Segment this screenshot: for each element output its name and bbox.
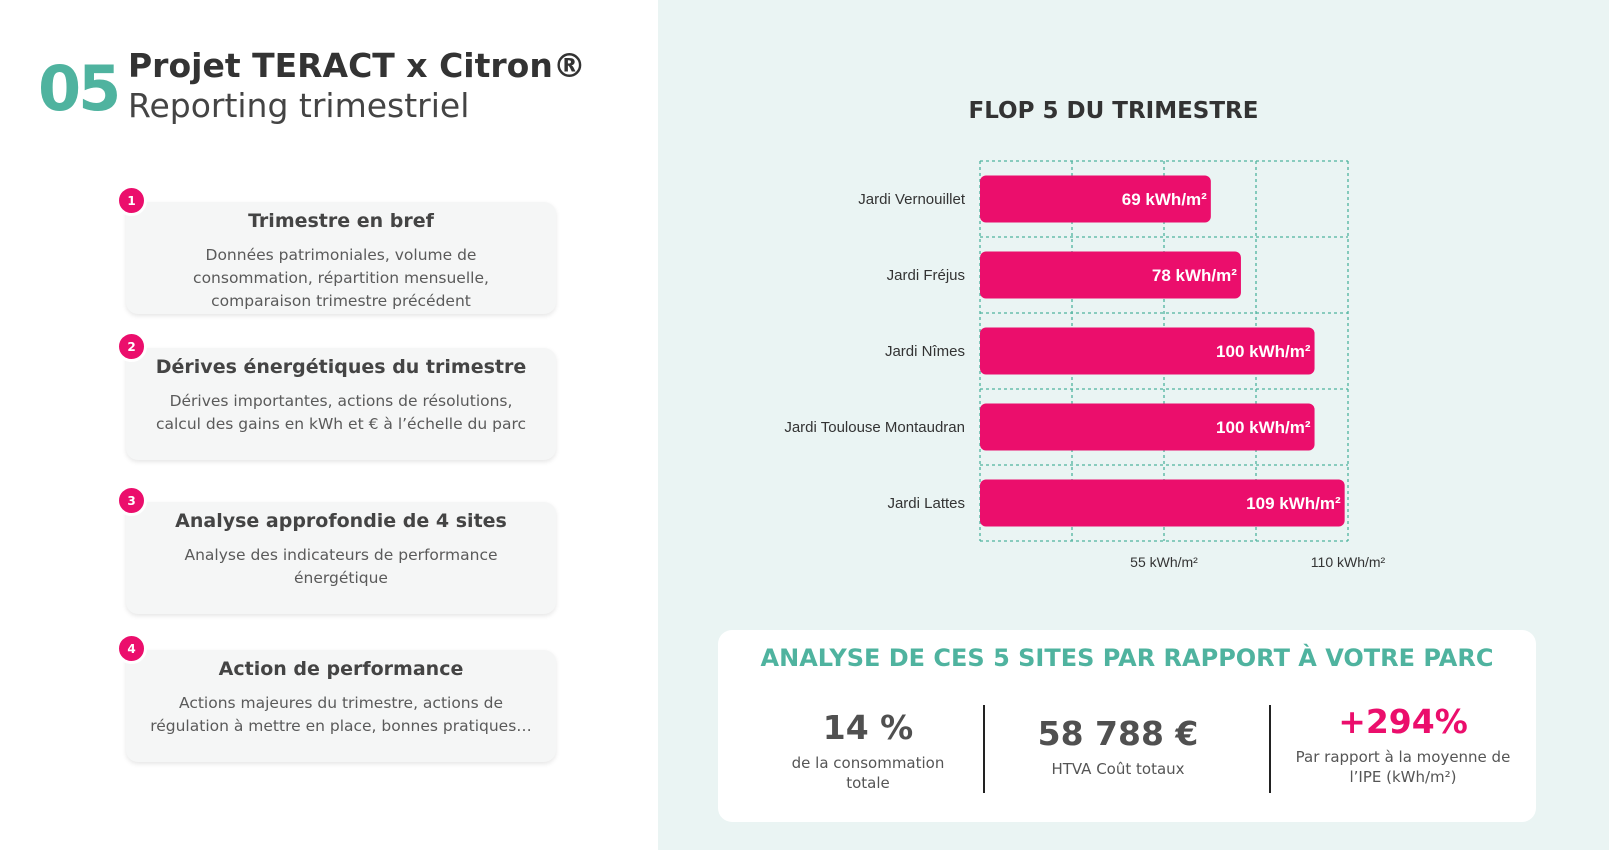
- bar: [980, 403, 1315, 451]
- chart-title: FLOP 5 DU TRIMESTRE: [968, 98, 1259, 124]
- card-title: Action de performance: [218, 658, 464, 680]
- card-derives-energetiques: 2 Dérives énergétiques du trimestre Déri…: [116, 331, 556, 460]
- bar-value-label: 100 kWh/m²: [1216, 418, 1311, 437]
- bar-category-label: Jardi Vernouillet: [858, 191, 966, 208]
- bar-category-label: Jardi Toulouse Montaudran: [784, 419, 965, 436]
- x-tick-label: 110 kWh/m²: [1311, 554, 1386, 570]
- card-title: Analyse approfondie de 4 sites: [175, 510, 507, 532]
- stat-value: 14 %: [822, 708, 914, 747]
- stat-label: de la consommation totale: [791, 754, 945, 792]
- step-badge: 2: [116, 331, 147, 362]
- bar-category-label: Jardi Fréjus: [887, 267, 965, 284]
- stat-value: 58 788 €: [1037, 714, 1199, 753]
- stat-ipe-comparison: +294% Par rapport à la moyenne de l’IPE …: [1280, 702, 1526, 787]
- page-subtitle: Reporting trimestriel: [128, 86, 470, 125]
- stat-label: HTVA Coût totaux: [1051, 760, 1185, 778]
- card-description: Données patrimoniales, volume de consomm…: [193, 246, 489, 310]
- section-number: 05: [38, 52, 121, 125]
- stat-label: Par rapport à la moyenne de l’IPE (kWh/m…: [1295, 748, 1511, 786]
- analysis-box: ANALYSE DE CES 5 SITES PAR RAPPORT À VOT…: [718, 630, 1536, 822]
- x-tick-label: 55 kWh/m²: [1130, 554, 1198, 570]
- bar-category-label: Jardi Nîmes: [885, 343, 965, 360]
- stat-value: +294%: [1338, 702, 1468, 741]
- step-badge: 3: [116, 485, 147, 516]
- card-description: Analyse des indicateurs de performance é…: [184, 546, 498, 587]
- step-badge: 1: [116, 185, 147, 216]
- step-badge: 4: [116, 633, 147, 664]
- divider: [1269, 705, 1271, 793]
- page-title: Projet TERACT x Citron®: [128, 46, 586, 85]
- card-action-de-performance: 4 Action de performance Actions majeures…: [116, 633, 556, 762]
- bar: [980, 175, 1211, 223]
- stat-consumption-share: 14 % de la consommation totale: [768, 708, 968, 793]
- card-analyse-approfondie: 3 Analyse approfondie de 4 sites Analyse…: [116, 485, 556, 614]
- bar-value-label: 78 kWh/m²: [1152, 266, 1237, 285]
- bar: [980, 479, 1345, 527]
- card-title: Trimestre en bref: [248, 210, 434, 232]
- bar-value-label: 100 kWh/m²: [1216, 342, 1311, 361]
- card-description: Actions majeures du trimestre, actions d…: [150, 694, 532, 735]
- bar: [980, 327, 1315, 375]
- bar-value-label: 69 kWh/m²: [1122, 190, 1207, 209]
- card-description: Dérives importantes, actions de résoluti…: [155, 392, 527, 433]
- bar-value-label: 109 kWh/m²: [1246, 494, 1341, 513]
- bar-category-label: Jardi Lattes: [887, 495, 965, 512]
- stat-total-cost: 58 788 € HTVA Coût totaux: [1008, 714, 1228, 779]
- bar: [980, 251, 1241, 299]
- card-title: Dérives énergétiques du trimestre: [155, 356, 527, 378]
- card-trimestre-en-bref: 1 Trimestre en bref Données patrimoniale…: [116, 185, 556, 314]
- divider: [983, 705, 985, 793]
- analysis-title: ANALYSE DE CES 5 SITES PAR RAPPORT À VOT…: [760, 644, 1494, 672]
